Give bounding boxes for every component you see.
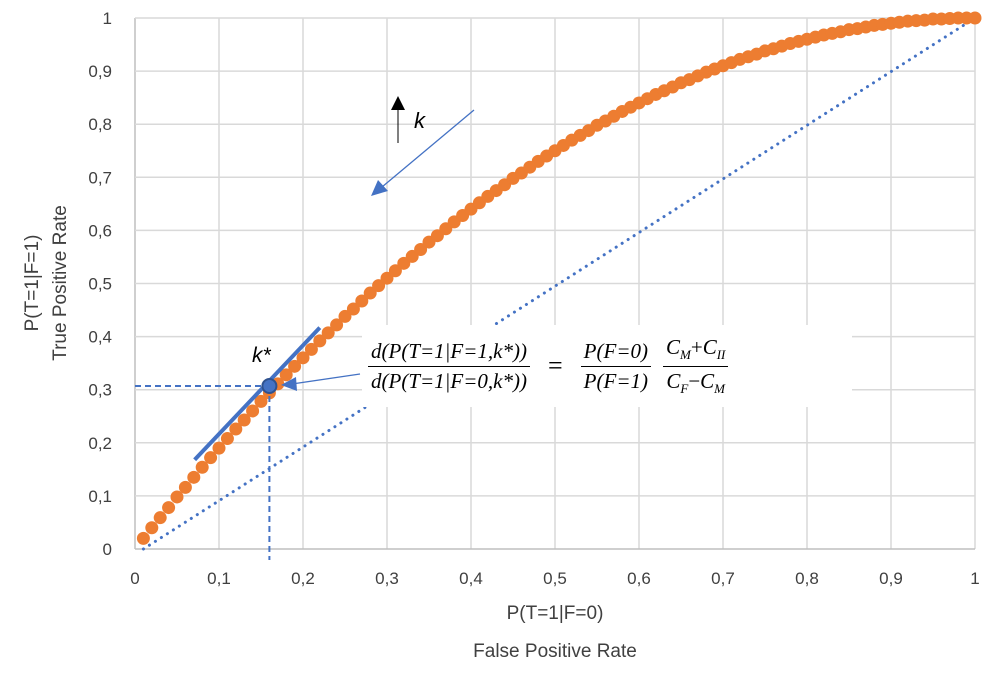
diagonal-line (141, 16, 977, 551)
arrowhead-icon (371, 180, 388, 196)
roc-point (296, 351, 310, 365)
y-tick-label: 0,5 (88, 275, 112, 294)
optimality-formula: d(P(T=1|F=1,k*)) d(P(T=1|F=0,k*)) = P(F=… (362, 325, 852, 407)
annotations (135, 96, 475, 560)
y-tick-label: 0,7 (88, 168, 112, 187)
x-tick-label: 0,7 (711, 569, 735, 588)
roc-point (346, 302, 360, 316)
x-tick-label: 0,2 (291, 569, 315, 588)
roc-point (254, 394, 268, 408)
roc-point (330, 318, 344, 332)
y-tick-label: 0,2 (88, 434, 112, 453)
roc-curve-series (136, 11, 982, 545)
y-tick-label: 0,8 (88, 115, 112, 134)
x-axis-label-2: False Positive Rate (473, 641, 637, 662)
arrow-up-icon (391, 96, 405, 110)
x-tick-label: 0,1 (207, 569, 231, 588)
roc-point (136, 531, 150, 545)
arrowhead-icon (281, 377, 297, 391)
roc-point (195, 460, 209, 474)
x-tick-label: 0,8 (795, 569, 819, 588)
roc-point (313, 334, 327, 348)
grid (134, 17, 976, 550)
x-tick-label: 0,3 (375, 569, 399, 588)
roc-point (304, 342, 318, 356)
k-direction-arrow (381, 109, 475, 188)
cost-ratio: CM+CII CF−CM (662, 335, 729, 396)
roc-point (212, 441, 226, 455)
roc-point (178, 480, 192, 494)
k-star-marker (261, 377, 278, 394)
y-tick-label: 1 (103, 9, 112, 28)
x-axis-label-1: P(T=1|F=0) (507, 603, 604, 624)
roc-point (145, 521, 159, 535)
y-tick-label: 0,6 (88, 221, 112, 240)
roc-point (363, 286, 377, 300)
x-tick-label: 0,6 (627, 569, 651, 588)
y-axis-label-1: P(T=1|F=1) (22, 235, 43, 332)
cost-denominator: CF−CM (666, 368, 726, 396)
prior-ratio: P(F=0) P(F=1) (580, 339, 651, 394)
tick-labels: 0 0,1 0,2 0,3 0,4 0,5 0,6 0,7 0,8 0,9 1 0 0,1 0,2 0,3 0… (88, 9, 979, 588)
roc-point (388, 264, 402, 278)
x-tick-label: 1 (970, 569, 979, 588)
x-tick-label: 0 (130, 569, 139, 588)
y-tick-label: 0 (103, 540, 112, 559)
prior-denominator: P(F=1) (583, 368, 648, 393)
cost-numerator: CM+CII (662, 335, 729, 367)
k-star-label: k* (252, 344, 272, 367)
roc-point (288, 359, 302, 373)
lhs-denominator: d(P(T=1|F=0,k*)) (371, 368, 527, 393)
roc-point (204, 451, 218, 465)
y-tick-label: 0,9 (88, 62, 112, 81)
roc-point (372, 279, 386, 293)
roc-point (338, 309, 352, 323)
roc-point (355, 294, 369, 308)
roc-point (968, 11, 982, 25)
lhs-fraction: d(P(T=1|F=1,k*)) d(P(T=1|F=0,k*)) (368, 339, 530, 394)
roc-point (170, 490, 184, 504)
roc-point (414, 243, 428, 257)
y-axis-label-2: True Positive Rate (50, 205, 71, 361)
y-tick-label: 0,4 (88, 328, 112, 347)
prior-numerator: P(F=0) (580, 339, 651, 367)
x-tick-label: 0,5 (543, 569, 567, 588)
x-tick-label: 0,9 (879, 569, 903, 588)
roc-point (279, 368, 293, 382)
k-arrow-label: k (414, 108, 426, 133)
roc-point (229, 422, 243, 436)
lhs-numerator: d(P(T=1|F=1,k*)) (368, 339, 530, 367)
tangent-line (193, 326, 322, 462)
roc-point (246, 404, 260, 418)
formula-pointer-arrow (291, 373, 361, 385)
y-tick-label: 0,1 (88, 487, 112, 506)
diagonal-dotted-line (141, 16, 977, 551)
x-tick-label: 0,4 (459, 569, 483, 588)
equals-sign: = (548, 351, 563, 380)
roc-point (380, 271, 394, 285)
roc-point (162, 501, 176, 515)
roc-point (237, 413, 251, 427)
y-tick-label: 0,3 (88, 381, 112, 400)
roc-point (153, 511, 167, 525)
roc-point (187, 470, 201, 484)
roc-point (321, 326, 335, 340)
roc-point (220, 432, 234, 446)
